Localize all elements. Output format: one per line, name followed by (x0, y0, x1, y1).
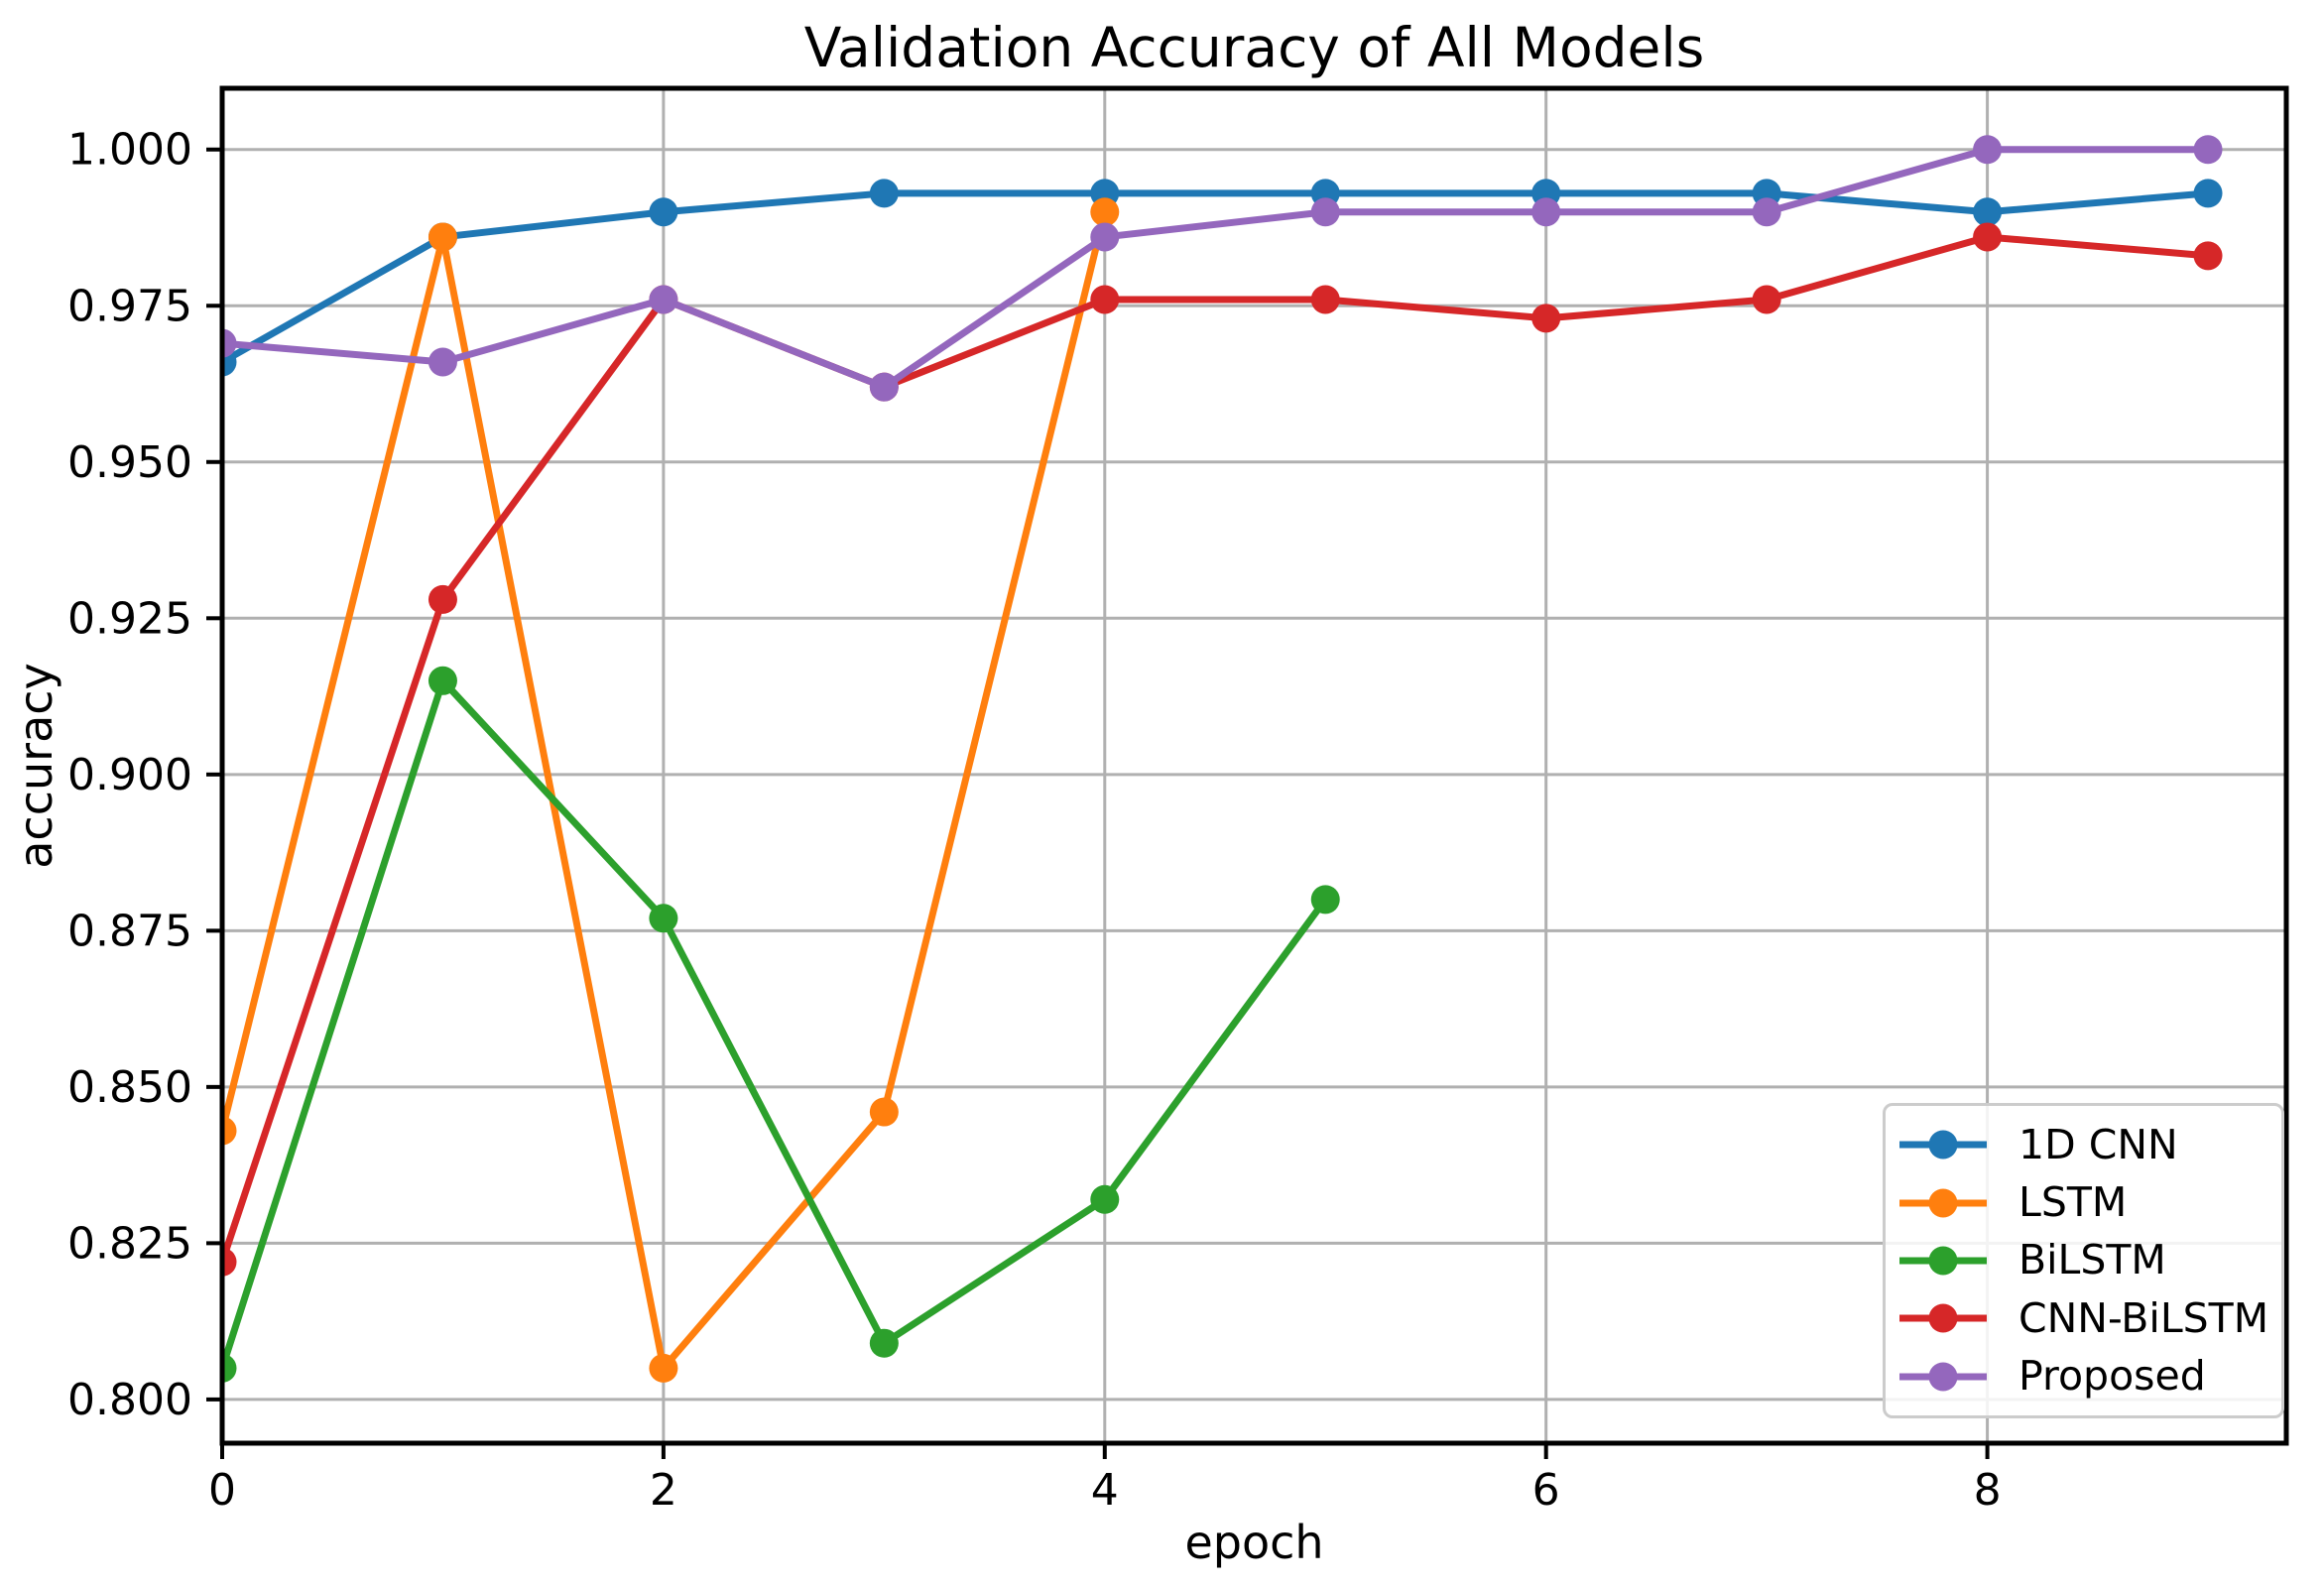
data-point-marker (869, 1328, 899, 1358)
data-point-marker (428, 584, 457, 614)
legend-label: CNN-BiLSTM (2018, 1293, 2269, 1342)
legend-sample-line-icon (1899, 1362, 1987, 1392)
data-point-marker (649, 197, 678, 227)
legend: 1D CNN LSTM BiLSTM CNN-BiLSTM Proposed (1883, 1103, 2284, 1418)
x-axis-label: epoch (1184, 1516, 1324, 1569)
legend-marker (1928, 1188, 1958, 1218)
series-proposed (222, 135, 2223, 402)
chart-title: Validation Accuracy of All Models (803, 16, 1705, 79)
y-tick-label: 0.975 (67, 281, 192, 331)
y-tick-label: 0.950 (67, 437, 192, 488)
legend-label: 1D CNN (2018, 1120, 2178, 1168)
y-tick-label: 0.800 (67, 1375, 192, 1425)
data-point-marker (869, 179, 899, 208)
y-tick-label: 0.925 (67, 593, 192, 644)
series-line (222, 146, 2212, 391)
data-point-marker (1531, 197, 1561, 227)
legend-item-cnn-bilstm: CNN-BiLSTM (1897, 1293, 2281, 1342)
series-1d-cnn (222, 179, 2223, 377)
x-tick-label: 8 (1974, 1465, 2002, 1516)
series-line (222, 233, 2212, 1266)
data-point-marker (1752, 197, 1781, 227)
data-point-marker (1310, 197, 1340, 227)
data-point-marker (1090, 285, 1120, 314)
data-point-marker (1752, 285, 1781, 314)
legend-label: LSTM (2018, 1178, 2128, 1227)
legend-sample-line-icon (1899, 1246, 1987, 1276)
series-line (222, 189, 2212, 366)
data-point-marker (1531, 304, 1561, 333)
data-point-marker (1090, 222, 1120, 252)
legend-marker (1928, 1362, 1958, 1392)
x-tick-label: 6 (1532, 1465, 1560, 1516)
data-point-marker (649, 904, 678, 933)
data-point-marker (649, 285, 678, 314)
legend-sample-line-icon (1899, 1130, 1987, 1160)
series-lstm (222, 197, 1120, 1383)
tick-marks (206, 147, 1990, 1459)
legend-label: BiLSTM (2018, 1236, 2166, 1284)
data-point-marker (869, 372, 899, 402)
data-point-marker (649, 1353, 678, 1383)
data-point-marker (1973, 197, 2003, 227)
series-group (222, 135, 2223, 1383)
legend-item-1d-cnn: 1D CNN (1897, 1120, 2281, 1168)
x-tick-label: 4 (1091, 1465, 1119, 1516)
data-point-marker (2193, 179, 2223, 208)
data-point-marker (2193, 241, 2223, 271)
legend-item-lstm: LSTM (1897, 1182, 2281, 1223)
x-tick-label: 0 (208, 1465, 236, 1516)
data-point-marker (1310, 885, 1340, 915)
data-point-marker (869, 1097, 899, 1127)
data-point-marker (428, 666, 457, 695)
y-tick-label: 0.850 (67, 1062, 192, 1113)
legend-item-bilstm: BiLSTM (1897, 1240, 2281, 1281)
y-tick-label: 0.900 (67, 750, 192, 800)
x-tick-label: 2 (650, 1465, 677, 1516)
y-tick-label: 0.875 (67, 906, 192, 956)
legend-item-proposed: Proposed (1897, 1356, 2281, 1397)
legend-sample-line-icon (1899, 1188, 1987, 1218)
data-point-marker (222, 1116, 237, 1146)
tick-labels: 0 2 4 6 8 0.800 0.825 0.850 0.875 0.900 0.925 0.950… (67, 125, 2002, 1516)
legend-sample-line-icon (1899, 1303, 1987, 1333)
legend-marker (1928, 1246, 1958, 1276)
data-point-marker (428, 222, 457, 252)
data-point-marker (1973, 222, 2003, 252)
data-point-marker (1973, 135, 2003, 165)
data-point-marker (222, 328, 237, 358)
data-point-marker (428, 347, 457, 377)
data-point-marker (1310, 285, 1340, 314)
legend-label: Proposed (2018, 1352, 2206, 1401)
data-point-marker (1090, 197, 1120, 227)
data-point-marker (222, 1247, 237, 1277)
series-line (222, 676, 1329, 1372)
series-bilstm (222, 666, 1340, 1383)
y-tick-label: 1.000 (67, 125, 192, 176)
data-point-marker (2193, 135, 2223, 165)
data-point-marker (1090, 1184, 1120, 1214)
legend-marker (1928, 1303, 1958, 1333)
y-tick-label: 0.825 (67, 1218, 192, 1269)
data-point-marker (222, 1353, 237, 1383)
legend-marker (1928, 1130, 1958, 1160)
axes-spines (219, 85, 2289, 1446)
